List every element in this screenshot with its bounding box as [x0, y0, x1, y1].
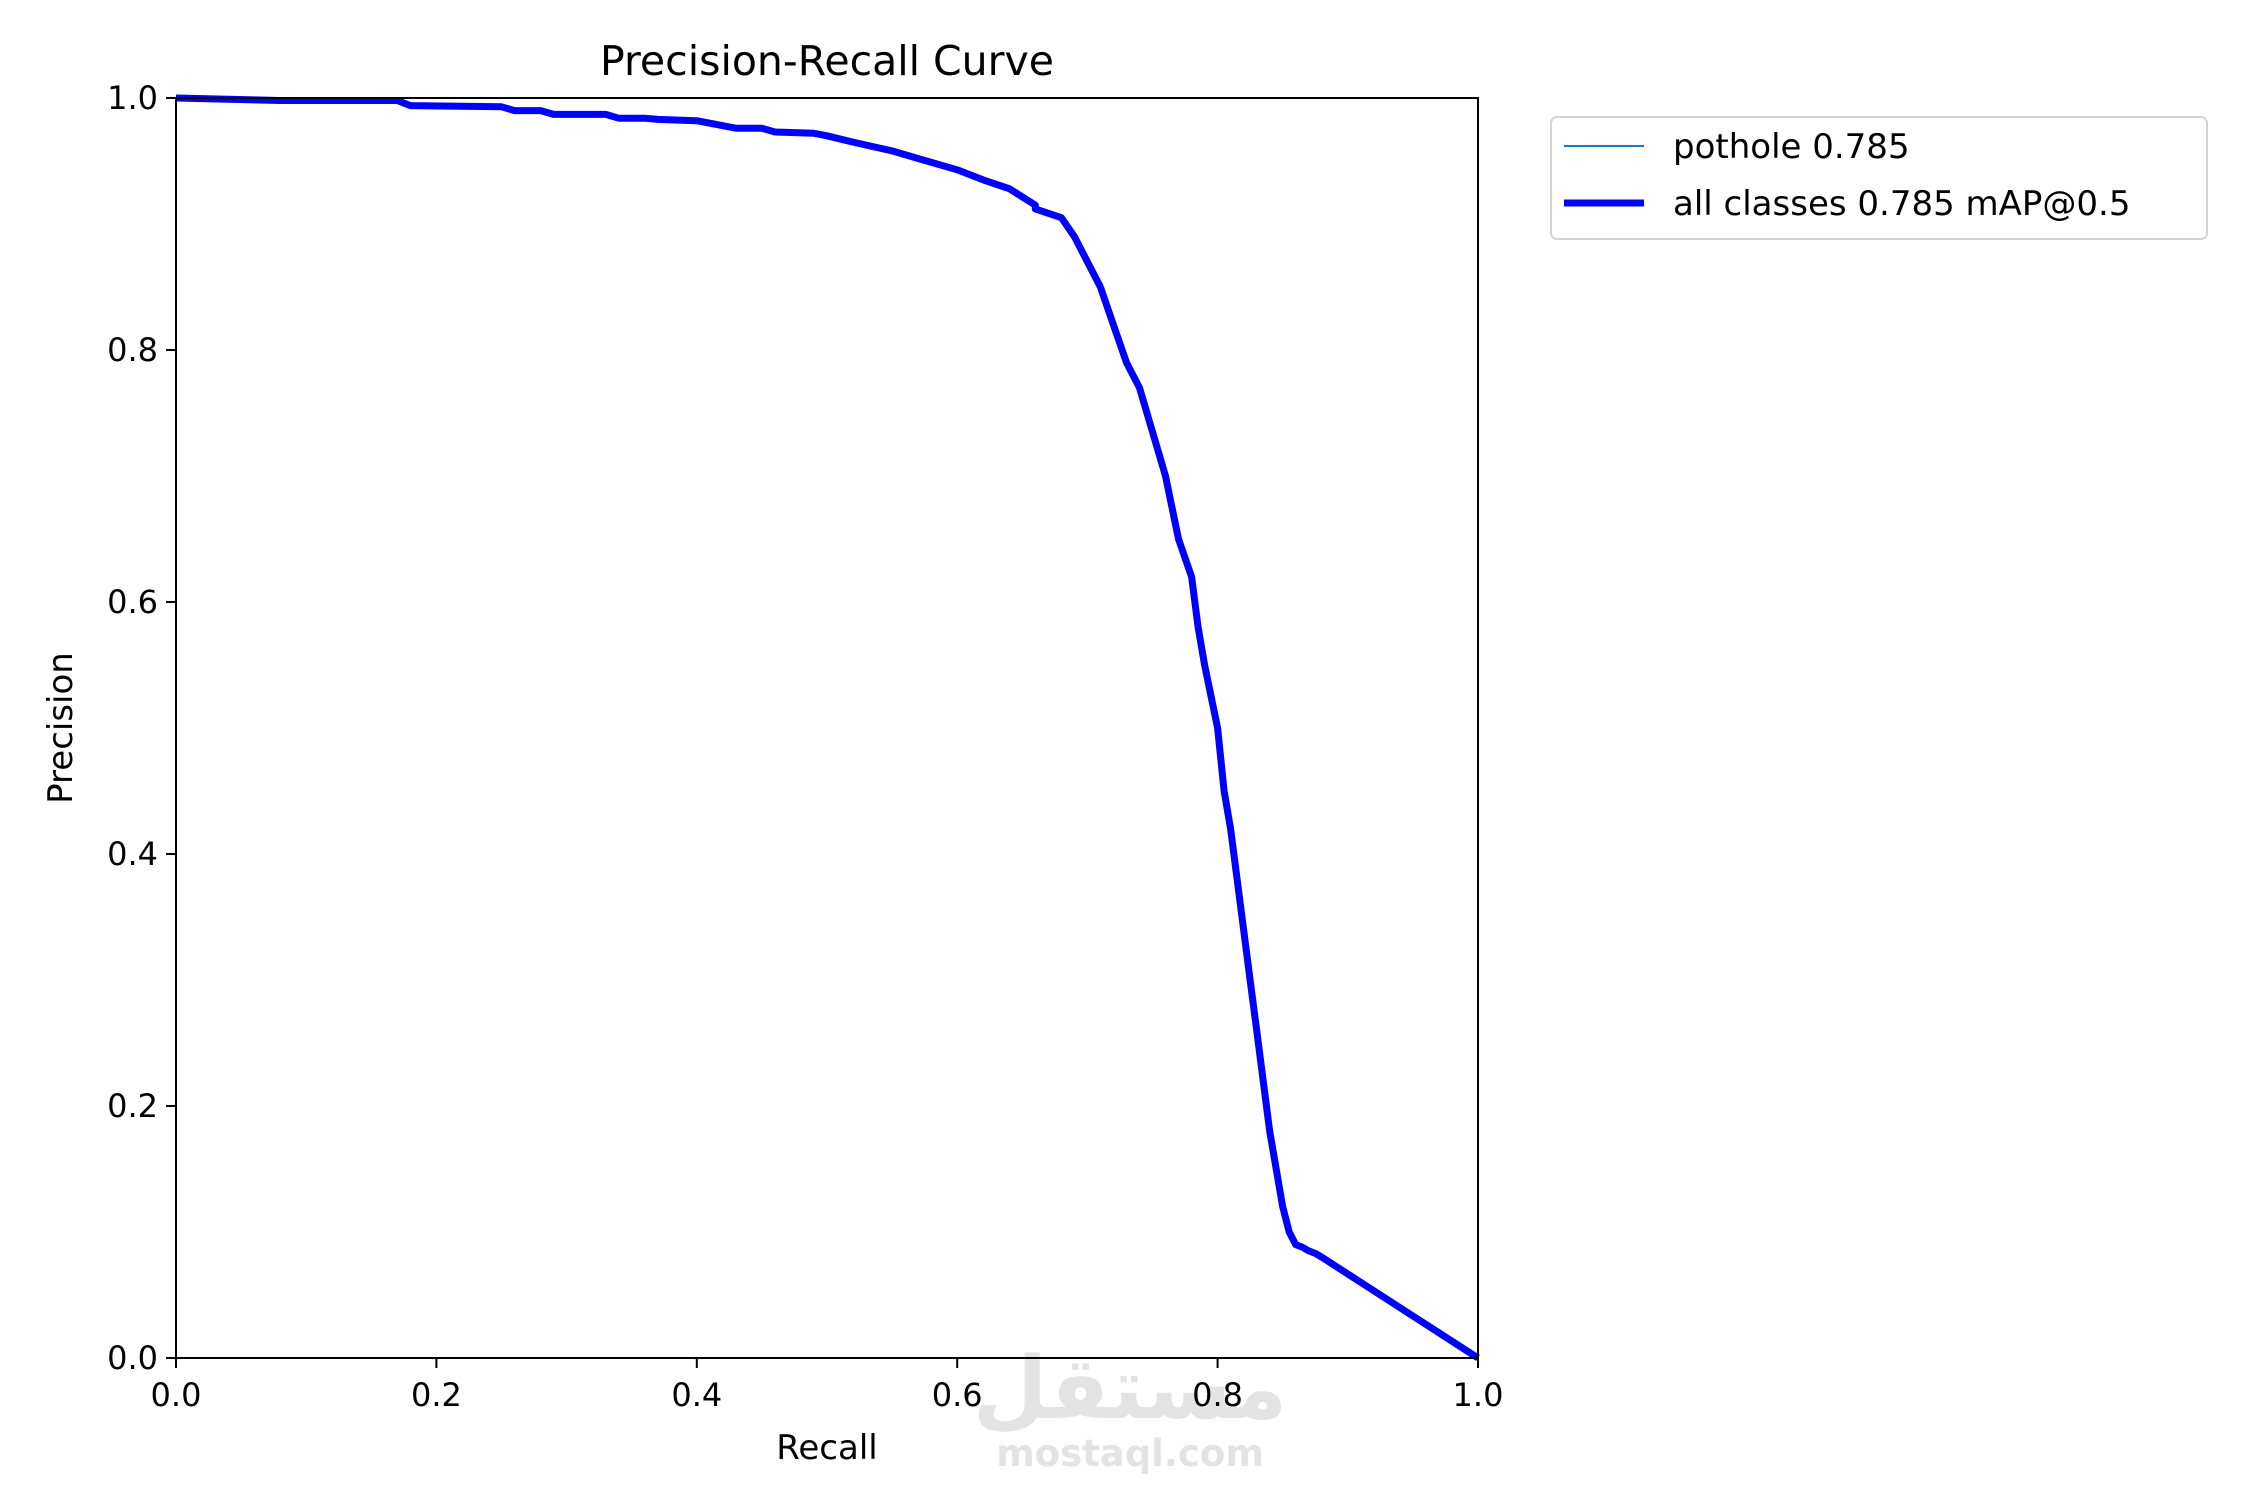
y-axis-label: Precision [41, 652, 81, 804]
x-tick-label: 1.0 [1453, 1376, 1504, 1414]
axes-frame [175, 97, 1479, 1359]
chart-title: Precision-Recall Curve [600, 37, 1054, 85]
x-tick-label: 0.8 [1192, 1376, 1243, 1414]
y-tick-label: 1.0 [107, 79, 158, 117]
legend-box [1550, 116, 2208, 240]
x-tick-label: 0.2 [411, 1376, 462, 1414]
legend-label-all-classes: all classes 0.785 mAP@0.5 [1673, 184, 2130, 224]
y-tick-label: 0.0 [107, 1339, 158, 1377]
x-axis-label: Recall [776, 1428, 877, 1468]
series-line-all-classes [175, 94, 1480, 1361]
x-tick-label: 0.4 [671, 1376, 722, 1414]
x-tick-label: 0.6 [932, 1376, 983, 1414]
x-axis: 0.0 0.2 0.4 0.6 0.8 1.0 [151, 1358, 1504, 1414]
plot-area [175, 94, 1480, 1361]
watermark: مستقل mostaql.com [973, 1339, 1288, 1475]
y-axis: 0.0 0.2 0.4 0.6 0.8 1.0 [107, 79, 176, 1377]
x-tick-label: 0.0 [151, 1376, 202, 1414]
legend-label-pothole: pothole 0.785 [1673, 127, 1910, 167]
y-tick-label: 0.6 [107, 583, 158, 621]
watermark-arabic: مستقل [973, 1339, 1288, 1439]
y-tick-label: 0.8 [107, 331, 158, 369]
legend: pothole 0.785 all classes 0.785 mAP@0.5 [1550, 116, 2208, 240]
y-tick-label: 0.2 [107, 1087, 158, 1125]
y-tick-label: 0.4 [107, 835, 158, 873]
watermark-latin: mostaql.com [996, 1432, 1264, 1475]
